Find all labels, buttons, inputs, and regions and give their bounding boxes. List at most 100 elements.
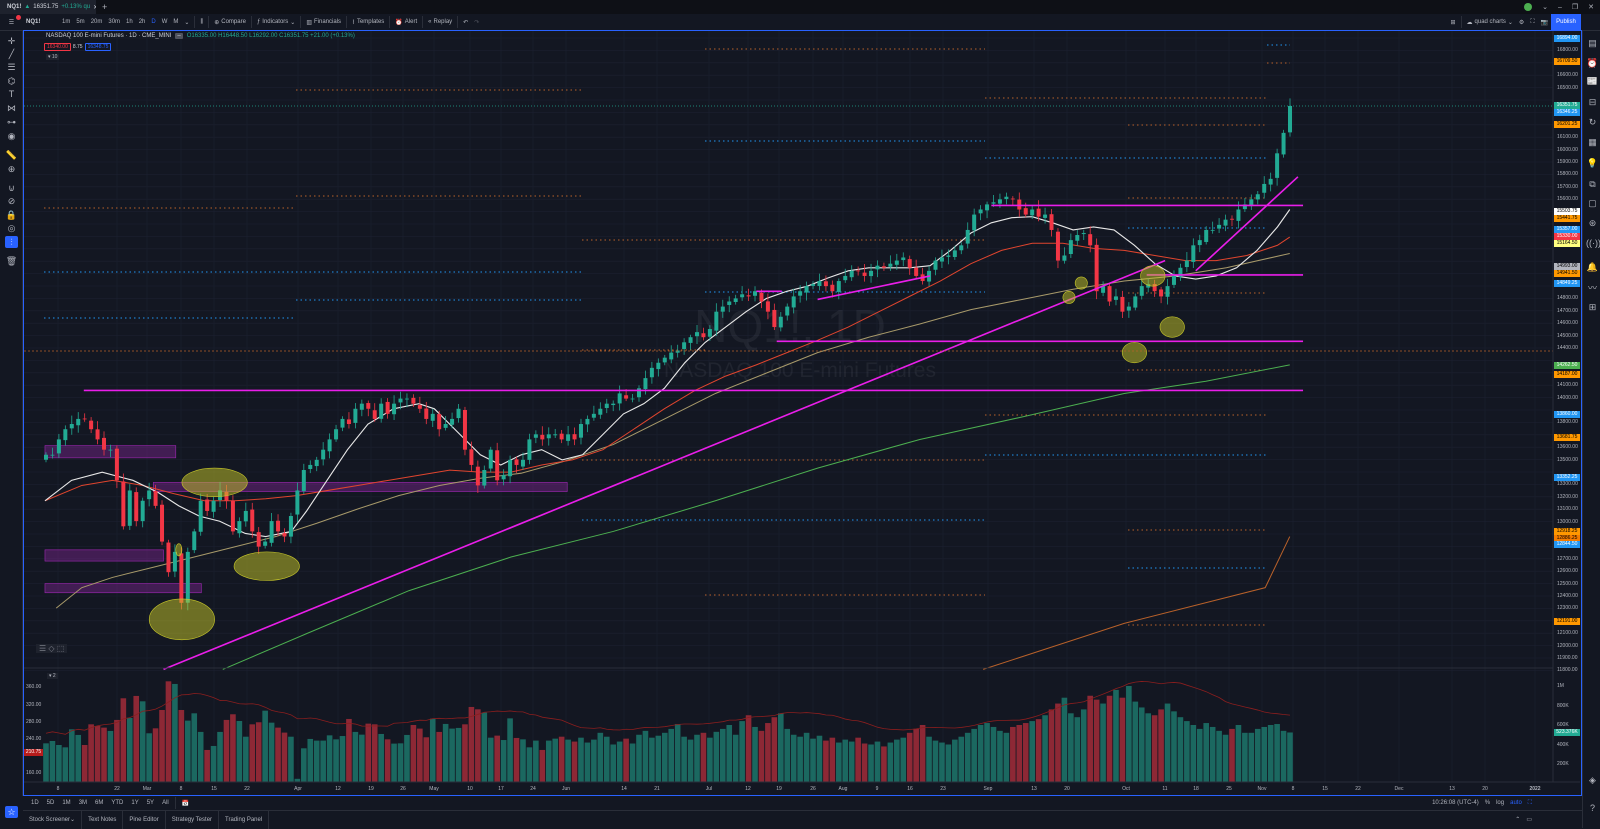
close-window-button[interactable]: ✕ — [1588, 4, 1594, 11]
chevron-down-icon[interactable]: ⌄ — [1542, 4, 1548, 11]
star-icon[interactable]: ☆ — [5, 806, 18, 818]
measure-icon[interactable]: ⊶ — [7, 117, 16, 127]
pane-tools[interactable]: ☰ ◇ ⬚ — [36, 644, 68, 653]
minimize-button[interactable]: – — [1557, 3, 1562, 11]
alert-button[interactable]: ⏰ Alert — [392, 14, 420, 31]
range-YTD[interactable]: YTD — [111, 800, 124, 806]
range-1D[interactable]: 1D — [31, 800, 39, 806]
text-icon[interactable]: T — [8, 89, 15, 99]
volume-toggle[interactable]: ▾ 2 — [47, 673, 58, 679]
undo-button[interactable]: ↶ — [460, 14, 471, 31]
avatar[interactable] — [1524, 3, 1533, 11]
interval-5m[interactable]: 5m — [73, 14, 87, 31]
magnet-icon[interactable]: ⊍ — [8, 183, 15, 193]
settings-button[interactable]: ⚙ — [1516, 14, 1527, 31]
buy-button[interactable]: 16348.75 — [84, 43, 112, 51]
trash-icon[interactable]: 🗑 — [5, 256, 18, 266]
maximize-panel-icon[interactable]: ▭ — [1526, 817, 1532, 823]
crosshair-icon[interactable]: ✛ — [7, 36, 16, 46]
trend-icon[interactable]: 〰 — [1587, 283, 1597, 293]
indicators-toggle[interactable]: ▾ 10 — [46, 54, 60, 60]
prediction-icon[interactable]: ⋈ — [7, 103, 16, 113]
log-toggle[interactable]: log — [1496, 800, 1505, 806]
financials-button[interactable]: ▥ Financials — [303, 14, 344, 31]
restore-button[interactable]: ❐ — [1571, 4, 1579, 11]
ruler-icon[interactable]: 📏 — [5, 150, 18, 160]
ideas-icon[interactable]: 💡 — [1586, 158, 1599, 168]
sell-button[interactable]: 16340.00 — [44, 43, 71, 51]
tab-trading-panel[interactable]: Trading Panel — [219, 810, 270, 829]
eye-icon[interactable]: ◉ — [7, 131, 16, 141]
layout-name-button[interactable]: ☁ quad charts ⌄ — [1466, 19, 1513, 26]
chart-tab[interactable]: NQ1! ▲ 16351.75 +0.13% qu ✕ — [0, 0, 96, 14]
lock-icon[interactable]: 🔒 — [5, 210, 18, 220]
lock-drawings-icon[interactable]: ⊘ — [7, 196, 16, 206]
clock[interactable]: 10:26:08 (UTC-4) — [1432, 800, 1479, 806]
tab-text-notes[interactable]: Text Notes — [82, 810, 124, 829]
pattern-icon[interactable]: ⌬ — [7, 76, 16, 86]
interval-W[interactable]: W — [159, 14, 171, 31]
hide-icon[interactable]: ◎ — [7, 223, 16, 233]
object-tree-icon[interactable]: ⫶ — [5, 236, 18, 248]
fullscreen-button[interactable]: ⛶ — [1527, 14, 1537, 31]
layout-button[interactable]: ⊞ — [1448, 14, 1459, 31]
tab-stock-screener[interactable]: Stock Screener ⌄ — [23, 810, 83, 829]
interval-M[interactable]: M — [170, 14, 181, 31]
interval-1m[interactable]: 1m — [59, 14, 73, 31]
range-6M[interactable]: 6M — [95, 800, 104, 806]
compare-button[interactable]: ⊕ Compare — [211, 14, 249, 31]
interval-1h[interactable]: 1h — [123, 14, 136, 31]
news-icon[interactable]: 📰 — [1586, 76, 1599, 86]
percent-toggle[interactable]: % — [1484, 800, 1491, 806]
interval-D[interactable]: D — [148, 14, 158, 31]
alarm-clock-icon[interactable]: ⏰ — [1586, 58, 1599, 68]
interval-20m[interactable]: 20m — [88, 14, 106, 31]
horizontal-lines-icon[interactable]: ☰ — [7, 62, 16, 72]
comments-icon[interactable]: ▢ — [1588, 198, 1597, 208]
hotlist-icon[interactable]: ↻ — [1588, 117, 1597, 127]
chevron-down-icon[interactable]: ⌄ — [70, 817, 76, 823]
streams-icon[interactable]: ⊛ — [1588, 218, 1597, 228]
chevron-up-icon[interactable]: ⌃ — [1515, 817, 1521, 823]
calendar-icon[interactable]: 📅 — [181, 800, 190, 807]
symbol-search[interactable]: NQ1! — [26, 19, 41, 25]
broadcast-icon[interactable]: ((·)) — [1586, 238, 1600, 248]
menu-button[interactable]: ☰ — [0, 14, 23, 31]
notifications-icon[interactable]: 🔔 — [1586, 262, 1599, 272]
redo-button[interactable]: ↷ — [471, 14, 482, 31]
chats-icon[interactable]: ⧉ — [1589, 179, 1596, 189]
help-icon[interactable]: ? — [1589, 803, 1595, 813]
interval-dropdown[interactable]: ⌄ — [184, 19, 190, 26]
new-tab-button[interactable]: + — [102, 2, 108, 12]
range-1M[interactable]: 1M — [62, 800, 71, 806]
indicators-button[interactable]: ƒ Indicators ⌄ — [256, 19, 296, 26]
range-All[interactable]: All — [162, 800, 169, 806]
interval-30m[interactable]: 30m — [105, 14, 123, 31]
grid-icon[interactable]: ⊞ — [1588, 302, 1597, 312]
templates-button[interactable]: ⌇ Templates — [349, 14, 387, 31]
publish-button[interactable]: Publish — [1551, 13, 1581, 31]
collapse-icon[interactable]: – — [175, 33, 183, 39]
close-tab-icon[interactable]: ✕ — [93, 4, 96, 11]
range-3M[interactable]: 3M — [78, 800, 88, 806]
data-window-icon[interactable]: ⊟ — [1588, 97, 1597, 107]
range-5Y[interactable]: 5Y — [146, 800, 155, 806]
auto-toggle[interactable]: auto — [1510, 800, 1522, 806]
candle-body — [224, 491, 229, 501]
chart-style-button[interactable]: ⫼ — [197, 14, 206, 31]
interval-2h[interactable]: 2h — [136, 14, 149, 31]
range-1Y[interactable]: 1Y — [131, 800, 139, 806]
replay-button[interactable]: «Replay — [425, 14, 455, 31]
symbol-title[interactable]: NASDAQ 100 E-mini Futures · 1D · CME_MIN… — [46, 33, 172, 39]
tab-strategy-tester[interactable]: Strategy Tester — [166, 810, 220, 829]
calendar-icon[interactable]: ▦ — [1588, 137, 1597, 147]
snapshot-button[interactable]: 📷 — [1538, 14, 1551, 31]
tab-pine-editor[interactable]: Pine Editor — [123, 810, 166, 829]
fit-icon[interactable]: ⛶ — [1527, 799, 1532, 806]
layers-icon[interactable]: ◈ — [1589, 775, 1596, 785]
watchlist-icon[interactable]: ▤ — [1588, 38, 1597, 48]
range-5D[interactable]: 5D — [46, 800, 55, 806]
zoom-in-icon[interactable]: ⊕ — [7, 164, 16, 174]
trend-line-icon[interactable]: ╱ — [8, 49, 15, 59]
